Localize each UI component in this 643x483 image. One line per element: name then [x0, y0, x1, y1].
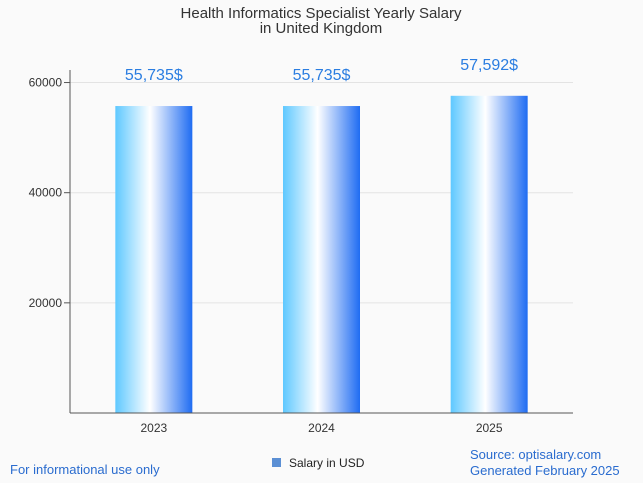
data-labels: 55,735$ 55,735$ 57,592$ — [125, 57, 518, 84]
x-tick-label: 2023 — [140, 421, 167, 435]
legend-swatch — [272, 458, 281, 467]
bar-2024[interactable] — [283, 106, 360, 413]
y-tick-label: 20000 — [29, 296, 63, 310]
x-tick-label: 2025 — [476, 421, 503, 435]
chart-title-line-2: in United Kingdom — [260, 20, 383, 37]
y-tick-label: 40000 — [29, 186, 63, 200]
bar-2025[interactable] — [450, 95, 528, 413]
generated-text: Generated February 2025 — [470, 463, 620, 478]
y-tick-label: 60000 — [29, 76, 63, 90]
bars — [115, 95, 528, 413]
data-label-2024: 55,735$ — [293, 67, 351, 84]
x-tick-label: 2024 — [308, 421, 335, 435]
bar-2023[interactable] — [115, 106, 193, 413]
axes: 20000 40000 60000 2023 2024 2025 — [29, 70, 573, 435]
chart-title-line-1: Health Informatics Specialist Yearly Sal… — [181, 5, 462, 22]
legend[interactable]: Salary in USD — [272, 456, 365, 470]
data-label-2023: 55,735$ — [125, 67, 183, 84]
legend-label: Salary in USD — [289, 456, 365, 470]
disclaimer-text: For informational use only — [10, 462, 160, 477]
source-block: Source: optisalary.com Generated Februar… — [470, 447, 620, 479]
source-text: Source: optisalary.com — [470, 447, 602, 462]
data-label-2025: 57,592$ — [460, 57, 518, 74]
